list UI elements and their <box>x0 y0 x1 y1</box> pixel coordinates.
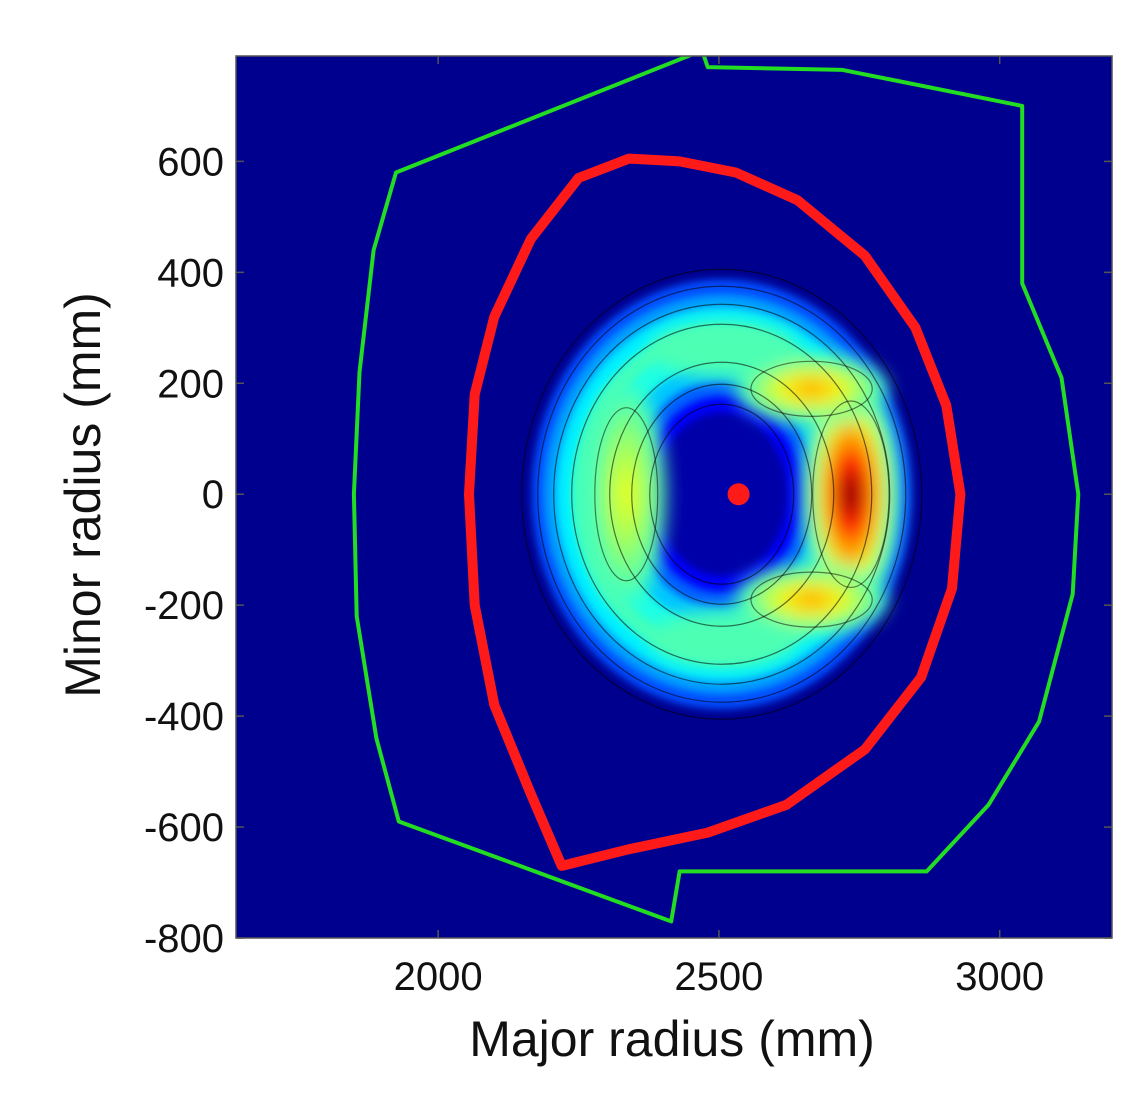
emission-lobe-5-band-4 <box>709 632 740 644</box>
emission-lobe-2-band-4 <box>796 592 827 607</box>
y-tick-label-4: -200 <box>144 584 224 628</box>
y-tick-label-0: 600 <box>157 140 224 184</box>
magnetic-axis-marker <box>727 483 750 506</box>
contour-ring-6 <box>649 403 795 585</box>
contour-lobe-2 <box>750 571 873 628</box>
emission-ring-band-8 <box>655 412 788 577</box>
contour-ring-1 <box>537 285 907 703</box>
y-tick-label-6: -600 <box>144 806 224 850</box>
contour-ring-2 <box>553 303 891 685</box>
contour-lobe-0 <box>812 400 890 589</box>
contour-ring-0 <box>521 268 923 720</box>
x-tick-label-1: 2500 <box>674 955 763 999</box>
y-tick-label-7: -800 <box>144 917 224 961</box>
contour-lobe-3 <box>594 407 659 582</box>
emission-lobes <box>586 322 899 667</box>
y-tick-label-3: 0 <box>202 473 224 517</box>
contour-ring-3 <box>571 323 873 665</box>
contour-lobe-1 <box>750 360 873 417</box>
x-axis-ticks: 2000 2500 3000 <box>394 56 1044 999</box>
contour-ring-4 <box>609 361 835 627</box>
separatrix-line <box>464 153 966 871</box>
vessel-wall-line <box>351 56 1081 924</box>
contour-ring-5 <box>631 383 813 605</box>
plot-frame <box>235 55 1113 939</box>
y-tick-label-5: -400 <box>144 695 224 739</box>
y-tick-label-2: 200 <box>157 362 224 406</box>
emission-lobe-0-band-4 <box>841 470 861 518</box>
x-tick-label-0: 2000 <box>394 955 483 999</box>
emission-lobe-4-band-4 <box>709 344 740 356</box>
y-tick-label-1: 400 <box>157 251 224 295</box>
emission-lobe-1-band-4 <box>796 381 827 396</box>
emission-lobe-3-band-4 <box>618 472 635 516</box>
y-axis-ticks: 600 400 200 0 -200 -400 -600 -800 <box>144 140 1112 961</box>
contour-lines <box>521 268 923 720</box>
x-axis-label: Major radius (mm) <box>469 1011 875 1067</box>
y-axis-label: Minor radius (mm) <box>55 292 111 698</box>
x-tick-label-2: 3000 <box>955 955 1044 999</box>
emission-heatmap <box>521 268 923 720</box>
